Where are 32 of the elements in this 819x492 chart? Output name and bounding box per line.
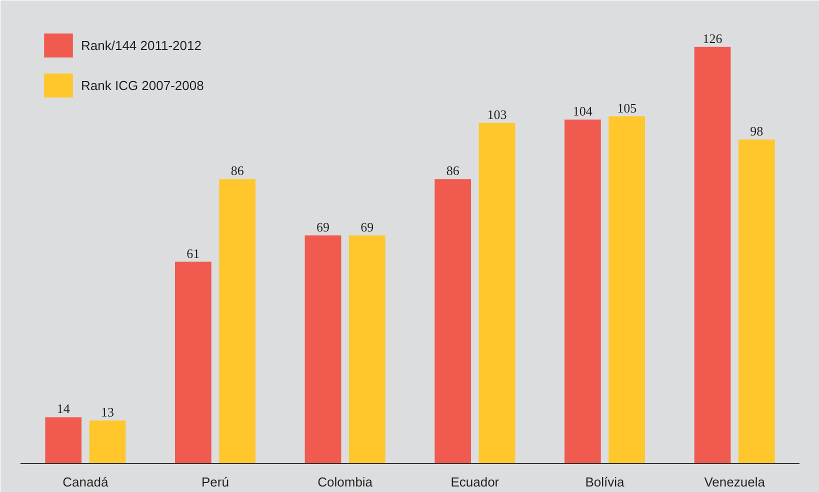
bar bbox=[738, 139, 775, 464]
bar bbox=[564, 120, 601, 464]
data-label: 61 bbox=[186, 246, 200, 261]
data-label: 86 bbox=[446, 163, 460, 178]
bar bbox=[175, 262, 212, 464]
bar bbox=[478, 122, 516, 464]
bar bbox=[219, 179, 256, 464]
x-tick-label: Bolívia bbox=[585, 474, 626, 490]
bar bbox=[89, 420, 126, 464]
bar bbox=[348, 235, 386, 464]
bar bbox=[694, 46, 731, 464]
x-tick-label: Venezuela bbox=[704, 474, 766, 490]
legend-label: Rank/144 2011-2012 bbox=[81, 38, 202, 52]
bar bbox=[45, 417, 82, 464]
legend-label: Rank ICG 2007-2008 bbox=[81, 78, 204, 92]
data-label: 69 bbox=[360, 219, 374, 234]
x-tick-label: Colombia bbox=[318, 474, 374, 490]
x-tick-label: Perú bbox=[202, 474, 229, 490]
data-label: 103 bbox=[487, 106, 507, 122]
bar bbox=[608, 116, 645, 464]
bar bbox=[434, 179, 472, 464]
data-label: 126 bbox=[702, 30, 723, 46]
bar bbox=[304, 235, 342, 464]
data-label: 13 bbox=[100, 404, 114, 420]
x-tick-label: Canadá bbox=[62, 474, 109, 490]
data-label: 98 bbox=[750, 123, 764, 138]
data-label: 86 bbox=[230, 163, 244, 178]
data-label: 105 bbox=[617, 100, 637, 116]
data-label: 104 bbox=[572, 104, 593, 119]
x-tick-label: Ecuador bbox=[450, 474, 500, 490]
data-label: 69 bbox=[316, 219, 330, 234]
data-label: 14 bbox=[56, 401, 70, 416]
